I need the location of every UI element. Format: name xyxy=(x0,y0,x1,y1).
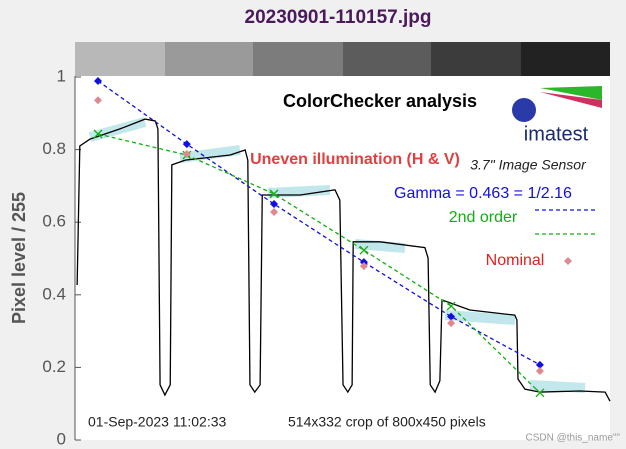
y-axis-label: Pixel level / 255 xyxy=(9,192,29,324)
fit-line xyxy=(97,133,541,394)
fit-line xyxy=(97,80,541,366)
y-tick-label: 0.6 xyxy=(42,212,66,231)
y-tick-label: 0.8 xyxy=(42,139,66,158)
annotation: 01-Sep-2023 11:02:33 xyxy=(88,414,227,430)
legend-label: 2nd order xyxy=(449,209,518,226)
profile-line xyxy=(76,118,611,402)
marker xyxy=(182,149,191,158)
marker xyxy=(535,360,544,369)
y-tick-label: 0.4 xyxy=(42,284,66,303)
y-tick-label: 0.2 xyxy=(42,357,66,376)
y-tick-label: 1 xyxy=(57,66,66,85)
marker xyxy=(447,312,456,321)
annotation: Uneven illumination (H & V) xyxy=(250,151,460,168)
marker xyxy=(94,96,103,105)
marker xyxy=(535,367,544,376)
marker xyxy=(94,76,103,85)
logo-text: imatest xyxy=(524,123,589,145)
watermark: CSDN @this_name"" xyxy=(525,433,620,444)
marker xyxy=(270,208,279,217)
marker xyxy=(182,140,191,149)
marker xyxy=(447,319,456,328)
marker xyxy=(446,301,456,311)
legend-swatch xyxy=(564,257,572,265)
marker xyxy=(270,200,279,209)
plot-title: ColorChecker analysis xyxy=(283,91,477,111)
annotation: 3.7" Image Sensor xyxy=(470,157,587,173)
marker xyxy=(359,245,369,255)
legend-label: Nominal xyxy=(486,252,545,269)
marker xyxy=(269,189,279,199)
y-tick-label: 0 xyxy=(57,429,66,448)
marker xyxy=(535,388,545,398)
chart-title: 20230901-110157.jpg xyxy=(245,7,432,28)
marker xyxy=(93,129,103,139)
marker xyxy=(359,262,368,271)
logo: imatest xyxy=(512,86,602,145)
annotation: 514x332 crop of 800x450 pixels xyxy=(288,414,486,430)
gray-strip xyxy=(75,42,610,76)
legend-label: Gamma = 0.463 = 1/2.16 xyxy=(394,185,572,202)
